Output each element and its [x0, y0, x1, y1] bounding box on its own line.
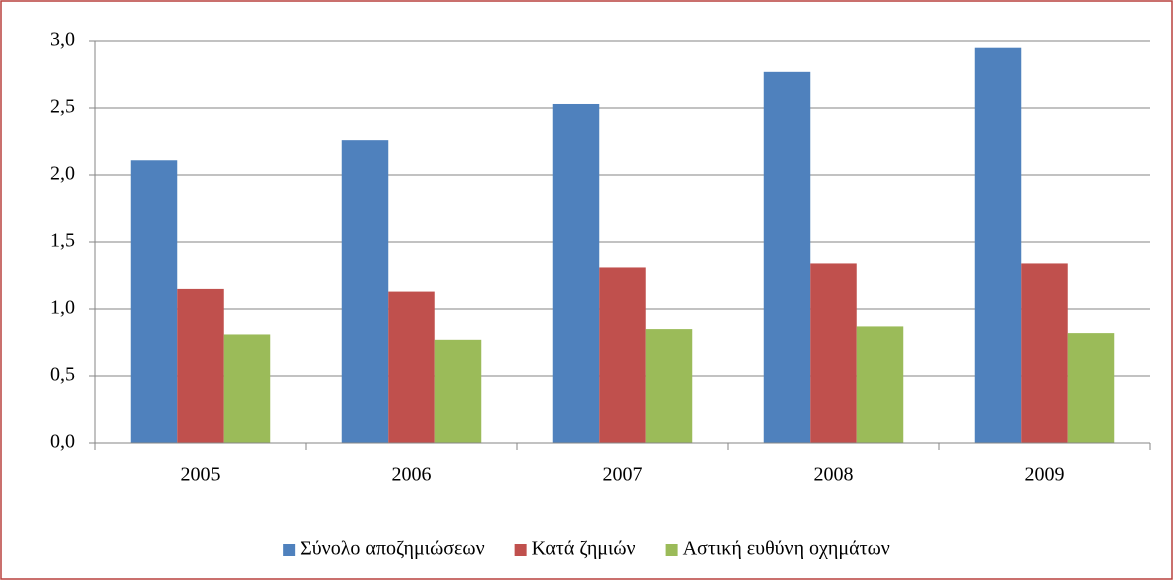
bar [810, 263, 857, 443]
bar [1067, 333, 1115, 443]
y-tick-label: 2,0 [50, 163, 75, 185]
bar [645, 329, 693, 443]
legend-swatch [514, 544, 527, 556]
bar [856, 326, 904, 443]
x-tick-label: 2005 [181, 464, 221, 486]
legend-label: Κατά ζημιών [532, 538, 636, 560]
y-tick-label: 1,0 [50, 297, 75, 319]
bar [434, 339, 482, 443]
y-tick-label: 0,0 [50, 431, 75, 453]
y-tick-label: 0,5 [50, 364, 75, 386]
legend-swatch [283, 544, 296, 556]
bar [974, 47, 1022, 443]
legend-swatch [665, 544, 678, 556]
y-tick-label: 3,0 [50, 29, 75, 51]
x-tick-label: 2009 [1025, 464, 1065, 486]
bar [1021, 263, 1068, 443]
y-tick-label: 2,5 [50, 96, 75, 118]
bar [552, 103, 600, 443]
bar [599, 267, 646, 443]
y-tick-label: 1,5 [50, 230, 75, 252]
bar [177, 288, 224, 443]
bar [341, 140, 389, 443]
bar [223, 334, 271, 443]
legend-label: Σύνολο αποζημιώσεων [300, 538, 484, 560]
bar [763, 71, 811, 443]
bar [130, 160, 178, 443]
x-tick-label: 2007 [603, 464, 643, 486]
legend-label: Αστική ευθύνη οχημάτων [683, 538, 890, 560]
x-tick-label: 2008 [814, 464, 854, 486]
x-tick-label: 2006 [392, 464, 432, 486]
bar [388, 291, 435, 443]
